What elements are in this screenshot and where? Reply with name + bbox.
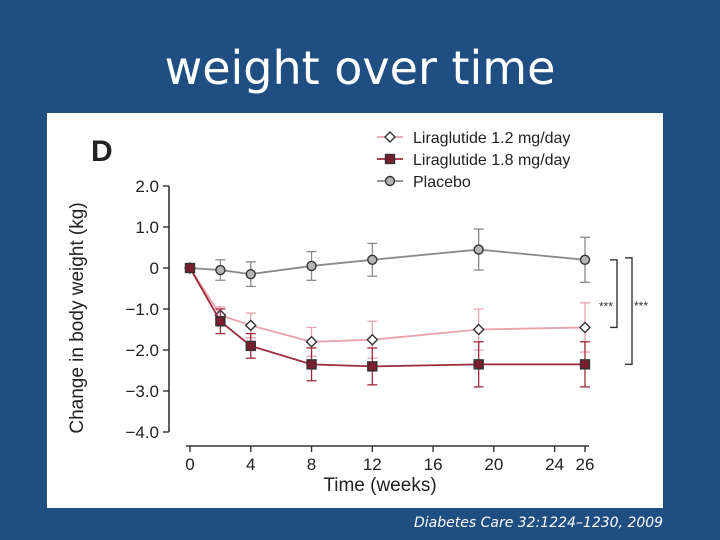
series-line <box>189 267 585 368</box>
slide-title: weight over time <box>164 41 556 95</box>
data-point <box>472 323 485 336</box>
data-point <box>306 260 317 272</box>
y-tick-label: −4.0 <box>125 423 159 442</box>
data-point <box>579 321 591 334</box>
data-point <box>579 254 591 266</box>
legend-label: Liraglutide 1.8 mg/day <box>413 152 570 169</box>
data-point <box>245 268 256 280</box>
series-circle <box>184 228 591 288</box>
panel-label: D <box>91 135 113 168</box>
y-tick-label: 2.0 <box>135 177 159 196</box>
legend-entry: Liraglutide 1.8 mg/day <box>377 152 570 169</box>
data-point <box>473 359 484 370</box>
legend-entry: Placebo <box>377 174 471 191</box>
data-point <box>215 264 226 276</box>
y-axis-label: Change in body weight (kg) <box>67 202 88 433</box>
x-tick-label: 4 <box>246 455 255 474</box>
legend: Liraglutide 1.2 mg/day Liraglutide 1.8 mg… <box>377 130 570 191</box>
legend-swatch-marker <box>384 131 396 143</box>
legend-swatch-marker <box>384 153 396 165</box>
data-point <box>473 244 484 255</box>
y-tick-label: −1.0 <box>125 300 159 319</box>
x-tick-label: 24 <box>545 455 564 474</box>
significance-label: *** <box>634 299 648 313</box>
x-tick-label: 20 <box>484 455 503 474</box>
data-point <box>215 316 226 327</box>
data-point <box>367 254 378 266</box>
y-tick-label: −2.0 <box>125 341 159 360</box>
series-layer <box>184 228 591 388</box>
axes: 2.0 1.0 0 −1.0 −2.0 −3.0 −4.0 0 4 8 12 16 20 24 26 <box>125 177 594 474</box>
figure-panel: D 2.0 1.0 0 −1.0 −2.0 −3.0 −4.0 0 4 8 12 16 20 24 26 L… <box>47 113 663 508</box>
x-tick-label: 0 <box>185 455 194 474</box>
y-tick-label: −3.0 <box>125 382 159 401</box>
y-tick-label: 1.0 <box>135 218 159 237</box>
x-axis-label: Time (weeks) <box>323 475 436 496</box>
legend-swatch-marker <box>384 175 396 187</box>
x-tick-label: 26 <box>576 455 595 474</box>
legend-entry: Liraglutide 1.2 mg/day <box>377 130 570 147</box>
significance-label: *** <box>599 300 613 314</box>
x-tick-label: 12 <box>363 455 382 474</box>
legend-label: Liraglutide 1.2 mg/day <box>413 130 570 147</box>
data-point <box>366 333 379 346</box>
data-point <box>244 319 257 332</box>
data-point <box>306 359 317 370</box>
legend-label: Placebo <box>413 174 471 191</box>
x-tick-label: 16 <box>424 455 443 474</box>
significance-annotations: *** *** <box>599 257 648 366</box>
data-point <box>367 361 378 372</box>
data-point <box>245 340 256 352</box>
data-point <box>184 262 196 274</box>
bracket-1-2 <box>610 259 618 329</box>
series-square <box>184 262 591 388</box>
y-tick-label: 0 <box>150 259 159 278</box>
data-point <box>305 335 318 348</box>
data-point <box>579 359 591 370</box>
x-tick-label: 8 <box>307 455 316 474</box>
weight-change-chart: D 2.0 1.0 0 −1.0 −2.0 −3.0 −4.0 0 4 8 12 16 20 24 26 L… <box>67 130 648 496</box>
citation: Diabetes Care 32:1224–1230, 2009 <box>414 515 664 531</box>
bracket-1-8 <box>625 257 633 366</box>
